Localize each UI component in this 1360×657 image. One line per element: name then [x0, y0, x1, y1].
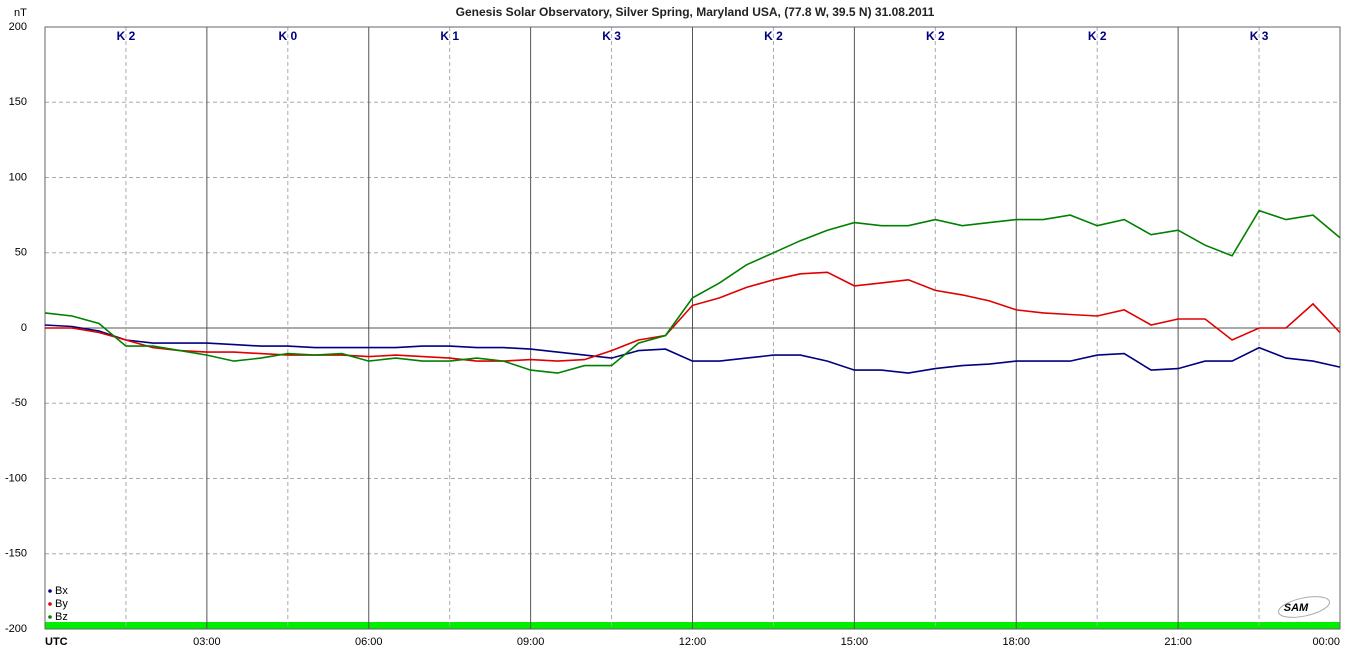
series-line: [44, 324, 1341, 374]
x-tick-label: 21:00: [1164, 636, 1192, 648]
y-tick-label: 0: [21, 322, 27, 334]
y-tick-label: 200: [9, 21, 27, 33]
chart-title: Genesis Solar Observatory, Silver Spring…: [456, 5, 935, 19]
series-line: [44, 209, 1341, 374]
legend-marker: [48, 602, 52, 606]
k-index: K 2: [764, 29, 783, 43]
x-tick-label: 15:00: [841, 636, 869, 648]
y-tick-label: -100: [5, 472, 27, 484]
series-line: [45, 271, 1341, 362]
legend-label: By: [55, 598, 68, 610]
k-index: K 0: [278, 29, 297, 43]
y-tick-label: -50: [11, 397, 27, 409]
x-tick-label: 18:00: [1002, 636, 1030, 648]
x-tick-label: 06:00: [355, 636, 383, 648]
x-tick-label: 00:00: [1312, 636, 1340, 648]
x-tick-label: 03:00: [193, 636, 221, 648]
legend-marker: [48, 615, 52, 619]
logo: SAM: [1284, 602, 1309, 614]
logo-ring: [1277, 596, 1331, 618]
y-tick-label: -200: [5, 623, 27, 635]
x-tick-label: 12:00: [679, 636, 707, 648]
legend-label: Bx: [55, 585, 68, 597]
k-index: K 1: [440, 29, 459, 43]
y-tick-label: 50: [15, 247, 27, 259]
legend-marker: [48, 589, 52, 593]
y-tick-label: 100: [9, 171, 27, 183]
y-axis-label: nT: [14, 7, 27, 19]
legend-label: Bz: [55, 611, 68, 623]
k-index: K 2: [1088, 29, 1107, 43]
k-index: K 2: [926, 29, 945, 43]
x-tick-label: 09:00: [517, 636, 545, 648]
k-index: K 3: [602, 29, 621, 43]
k-index: K 2: [117, 29, 136, 43]
y-tick-label: 150: [9, 96, 27, 108]
y-tick-label: -150: [5, 548, 27, 560]
x-tick-label: UTC: [45, 636, 68, 648]
k-index: K 3: [1250, 29, 1269, 43]
